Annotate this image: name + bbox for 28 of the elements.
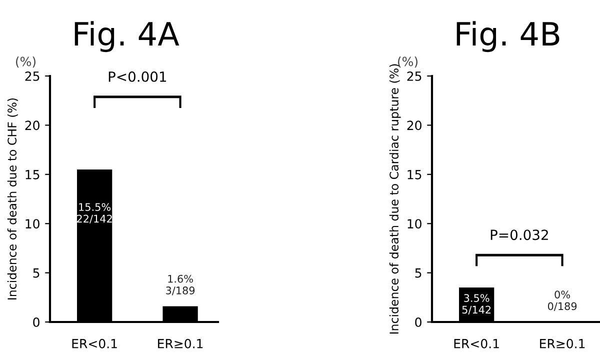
y-tick-label: 15 [408,170,422,180]
annotation: P=0.032 [490,230,548,240]
y-tick-label: 15 [26,170,40,180]
data-label: 3.5% 5/142 [462,294,491,314]
y-tick-label: 0 [33,317,40,327]
chart-title: Fig. 4A [74,21,180,52]
y-tick-label: 5 [33,268,40,278]
x-tick-label: ER<0.1 [454,338,499,348]
text: (%) [16,56,36,68]
y-tick-label: 5 [415,268,422,278]
x-tick-label: ER≥0.1 [540,338,585,348]
y-tick-label: 25 [25,71,40,81]
y-tick-label: 25 [407,71,422,81]
x-tick-label: ER≥0.1 [158,338,203,348]
y-axis-title: Incidence of death due to CHF (%) [7,98,18,300]
text: (%) [398,56,418,68]
y-axis-title: Incidence of death due to Cardiac rupture (%) [389,64,401,334]
y-tick-label: 10 [26,219,40,229]
y-tick-label: 20 [25,120,40,130]
annotation: P<0.001 [108,71,166,82]
data-label: 0% 0/189 [548,290,577,311]
y-tick-label: 20 [407,120,422,130]
y-tick-label: 10 [408,219,422,229]
y-tick-label: 0 [415,317,422,327]
x-tick-label: ER<0.1 [72,338,117,348]
chart-title: Fig. 4B [456,21,560,52]
data-label: 15.5% 22/142 [77,203,112,224]
data-label: 1.6% 3/189 [166,274,195,296]
